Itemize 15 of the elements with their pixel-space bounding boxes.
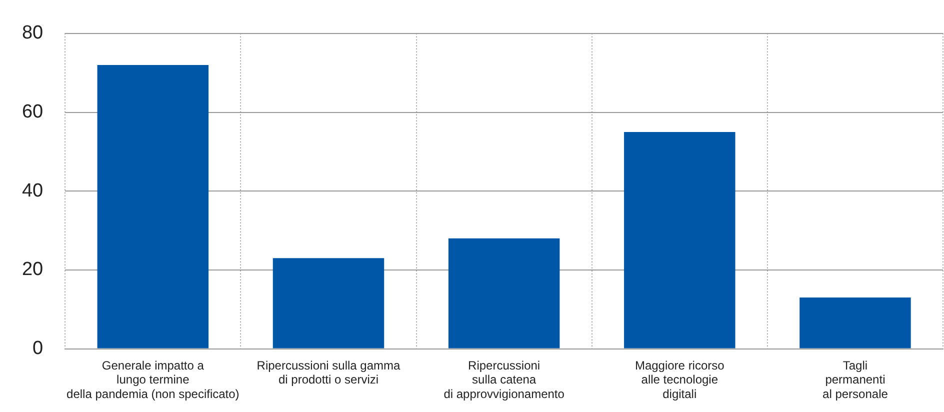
y-tick-label: 40 [22,180,44,202]
x-tick-label: Tagli permanenti al personale [822,358,888,402]
bar [448,238,560,348]
x-tick-label: Maggiore ricorso alle tecnologie digitali [634,358,725,402]
bar [800,298,911,348]
bar [272,258,384,348]
y-tick-label: 0 [32,338,44,360]
bar [624,132,736,348]
y-tick-label: 60 [22,101,44,122]
y-tick-label: 80 [22,22,44,44]
x-tick-label: Generale impatto a lungo termine della pandemia (non specificato) [66,358,240,402]
y-tick-label: 20 [22,259,44,280]
x-tick-label: Ripercussioni sulla catena di approvvigionamento [444,358,565,402]
bar [97,64,209,348]
x-tick-label: Ripercussioni sulla gamma di prodotti o servizi [256,358,401,387]
